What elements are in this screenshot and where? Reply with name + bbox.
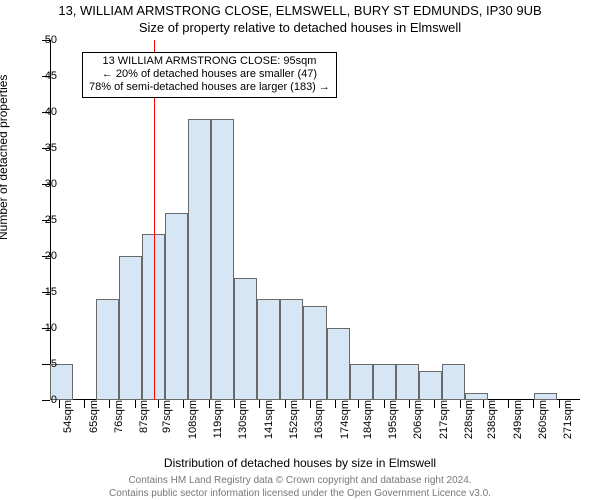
y-tick-label: 10	[45, 322, 57, 334]
x-tick-label: 87sqm	[138, 400, 150, 433]
x-tick-label: 260sqm	[537, 400, 549, 439]
chart-title-line2: Size of property relative to detached ho…	[0, 20, 600, 35]
x-tick	[559, 400, 560, 408]
histogram-bar	[350, 364, 373, 400]
x-tick	[59, 400, 60, 408]
annotation-line: ← 20% of detached houses are smaller (47…	[89, 68, 330, 81]
x-tick	[158, 400, 159, 408]
x-tick	[84, 400, 85, 408]
x-tick	[234, 400, 235, 408]
y-tick-label: 45	[45, 70, 57, 82]
x-tick	[310, 400, 311, 408]
histogram-bar	[257, 299, 280, 400]
x-tick-label: 141sqm	[263, 400, 275, 439]
y-tick-label: 30	[45, 178, 57, 190]
x-tick	[109, 400, 110, 408]
histogram-bar	[419, 371, 442, 400]
x-tick-label: 238sqm	[486, 400, 498, 439]
x-tick-label: 174sqm	[339, 400, 351, 439]
histogram-bar	[465, 393, 488, 400]
y-tick-label: 40	[45, 106, 57, 118]
x-tick	[409, 400, 410, 408]
chart-container: 13, WILLIAM ARMSTRONG CLOSE, ELMSWELL, B…	[0, 0, 600, 500]
y-tick-label: 25	[45, 214, 57, 226]
histogram-bar	[188, 119, 211, 400]
histogram-bar	[303, 306, 326, 400]
y-tick-label: 0	[51, 394, 57, 406]
x-tick	[508, 400, 509, 408]
license-line1: Contains HM Land Registry data © Crown c…	[0, 475, 600, 488]
x-axis-label: Distribution of detached houses by size …	[0, 456, 600, 470]
license-line2: Contains public sector information licen…	[0, 488, 600, 500]
x-tick-label: 97sqm	[161, 400, 173, 433]
x-tick	[384, 400, 385, 408]
histogram-bar	[280, 299, 303, 400]
histogram-bar	[396, 364, 419, 400]
histogram-bar	[442, 364, 465, 400]
annotation-line: 13 WILLIAM ARMSTRONG CLOSE: 95sqm	[89, 55, 330, 68]
x-tick-label: 271sqm	[562, 400, 574, 439]
histogram-bar	[211, 119, 234, 400]
y-tick-label: 15	[45, 286, 57, 298]
x-tick	[358, 400, 359, 408]
x-tick	[483, 400, 484, 408]
annotation-line: 78% of semi-detached houses are larger (…	[89, 81, 330, 94]
x-tick	[460, 400, 461, 408]
annotation-box: 13 WILLIAM ARMSTRONG CLOSE: 95sqm← 20% o…	[82, 52, 337, 98]
y-tick-label: 35	[45, 142, 57, 154]
license-text: Contains HM Land Registry data © Crown c…	[0, 475, 600, 500]
x-tick-label: 152sqm	[288, 400, 300, 439]
x-tick-label: 65sqm	[88, 400, 100, 433]
x-tick-label: 206sqm	[412, 400, 424, 439]
histogram-bar	[373, 364, 396, 400]
y-tick	[42, 364, 50, 365]
x-tick	[209, 400, 210, 408]
x-tick-label: 184sqm	[362, 400, 374, 439]
histogram-bar	[96, 299, 119, 400]
x-tick	[183, 400, 184, 408]
histogram-bar	[234, 278, 257, 400]
x-tick	[533, 400, 534, 408]
y-tick-label: 50	[45, 34, 57, 46]
x-tick-label: 130sqm	[237, 400, 249, 439]
y-tick-label: 20	[45, 250, 57, 262]
x-tick-label: 195sqm	[387, 400, 399, 439]
histogram-bar	[165, 213, 188, 400]
chart-title-line1: 13, WILLIAM ARMSTRONG CLOSE, ELMSWELL, B…	[0, 3, 600, 18]
y-tick-label: 5	[51, 358, 57, 370]
histogram-bar	[119, 256, 142, 400]
x-tick-label: 163sqm	[313, 400, 325, 439]
x-tick	[259, 400, 260, 408]
x-tick-label: 54sqm	[62, 400, 74, 433]
plot-area: 13 WILLIAM ARMSTRONG CLOSE: 95sqm← 20% o…	[50, 40, 580, 400]
x-tick	[335, 400, 336, 408]
histogram-bar	[327, 328, 350, 400]
x-tick	[434, 400, 435, 408]
x-tick	[285, 400, 286, 408]
x-tick-label: 76sqm	[113, 400, 125, 433]
x-tick-label: 108sqm	[187, 400, 199, 439]
x-tick	[135, 400, 136, 408]
x-tick-label: 217sqm	[438, 400, 450, 439]
x-tick-label: 249sqm	[512, 400, 524, 439]
x-tick-label: 228sqm	[463, 400, 475, 439]
y-tick	[42, 400, 50, 401]
y-axis-label: Number of detached properties	[0, 75, 10, 240]
x-tick-label: 119sqm	[212, 400, 224, 438]
histogram-bar	[534, 393, 557, 400]
